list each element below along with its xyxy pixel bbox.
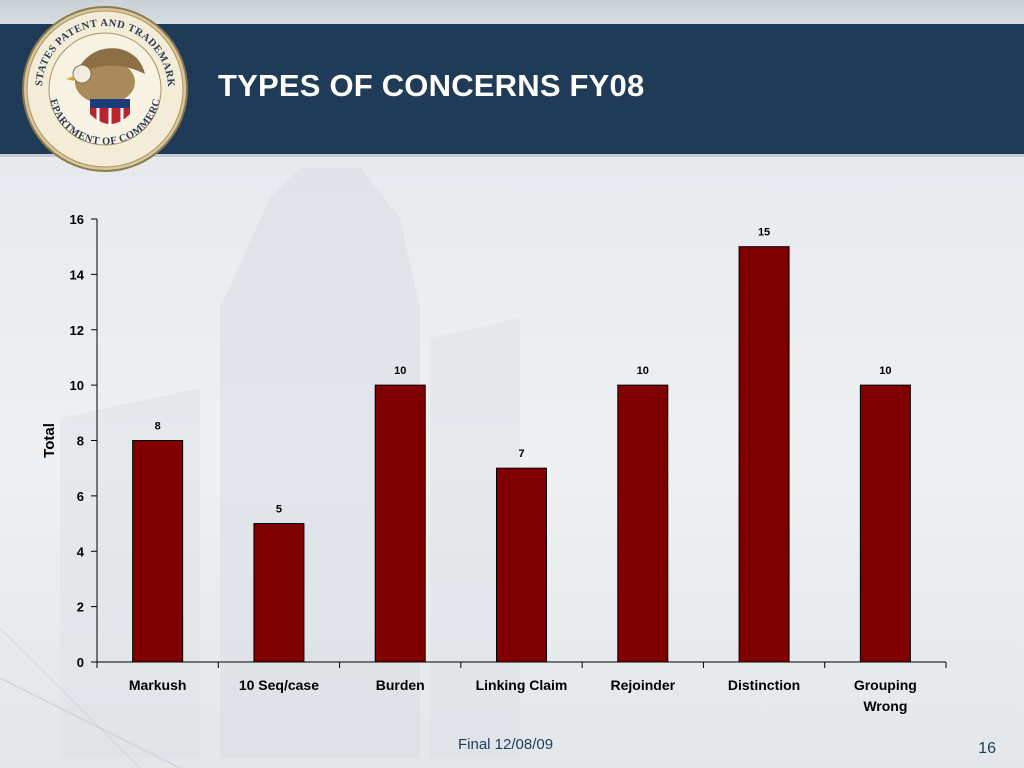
- x-category-label: Rejoinder: [610, 677, 675, 693]
- y-tick-label: 16: [70, 212, 84, 227]
- bar: [374, 384, 426, 663]
- x-category-label: Markush: [129, 677, 187, 693]
- footer-date: Final 12/08/09: [458, 736, 554, 753]
- x-category-label: Grouping: [854, 677, 917, 693]
- data-label: 10: [394, 365, 406, 377]
- bar: [617, 384, 669, 663]
- page-number: 16: [978, 740, 996, 757]
- x-category-label: Distinction: [728, 677, 800, 693]
- data-label: 10: [879, 365, 891, 377]
- y-tick-label: 4: [77, 544, 85, 559]
- data-label: 5: [276, 504, 282, 516]
- uspto-seal-logo: UNITED STATES PATENT AND TRADEMARK OFFIC…: [20, 4, 188, 172]
- y-tick-label: 0: [77, 655, 84, 670]
- slide-title: TYPES OF CONCERNS FY08: [218, 68, 645, 103]
- data-label: 7: [518, 448, 524, 460]
- y-tick-label: 2: [77, 600, 84, 615]
- bar: [859, 384, 911, 663]
- y-tick-label: 14: [70, 267, 85, 282]
- data-label: 10: [637, 365, 649, 377]
- bar: [738, 246, 790, 663]
- x-category-label: Burden: [376, 677, 425, 693]
- top-strip: [0, 0, 1024, 24]
- bar: [253, 523, 305, 663]
- y-axis-title: Total: [41, 423, 58, 458]
- bar: [132, 440, 184, 663]
- x-category-label: Linking Claim: [476, 677, 568, 693]
- x-category-label: Wrong: [863, 698, 907, 714]
- data-label: 15: [758, 227, 770, 239]
- bar: [496, 467, 547, 663]
- y-tick-label: 10: [70, 378, 84, 393]
- y-tick-label: 8: [77, 434, 84, 449]
- y-tick-label: 6: [77, 489, 84, 504]
- y-tick-label: 12: [70, 323, 84, 338]
- data-label: 8: [155, 421, 161, 433]
- x-category-label: 10 Seq/case: [239, 677, 319, 693]
